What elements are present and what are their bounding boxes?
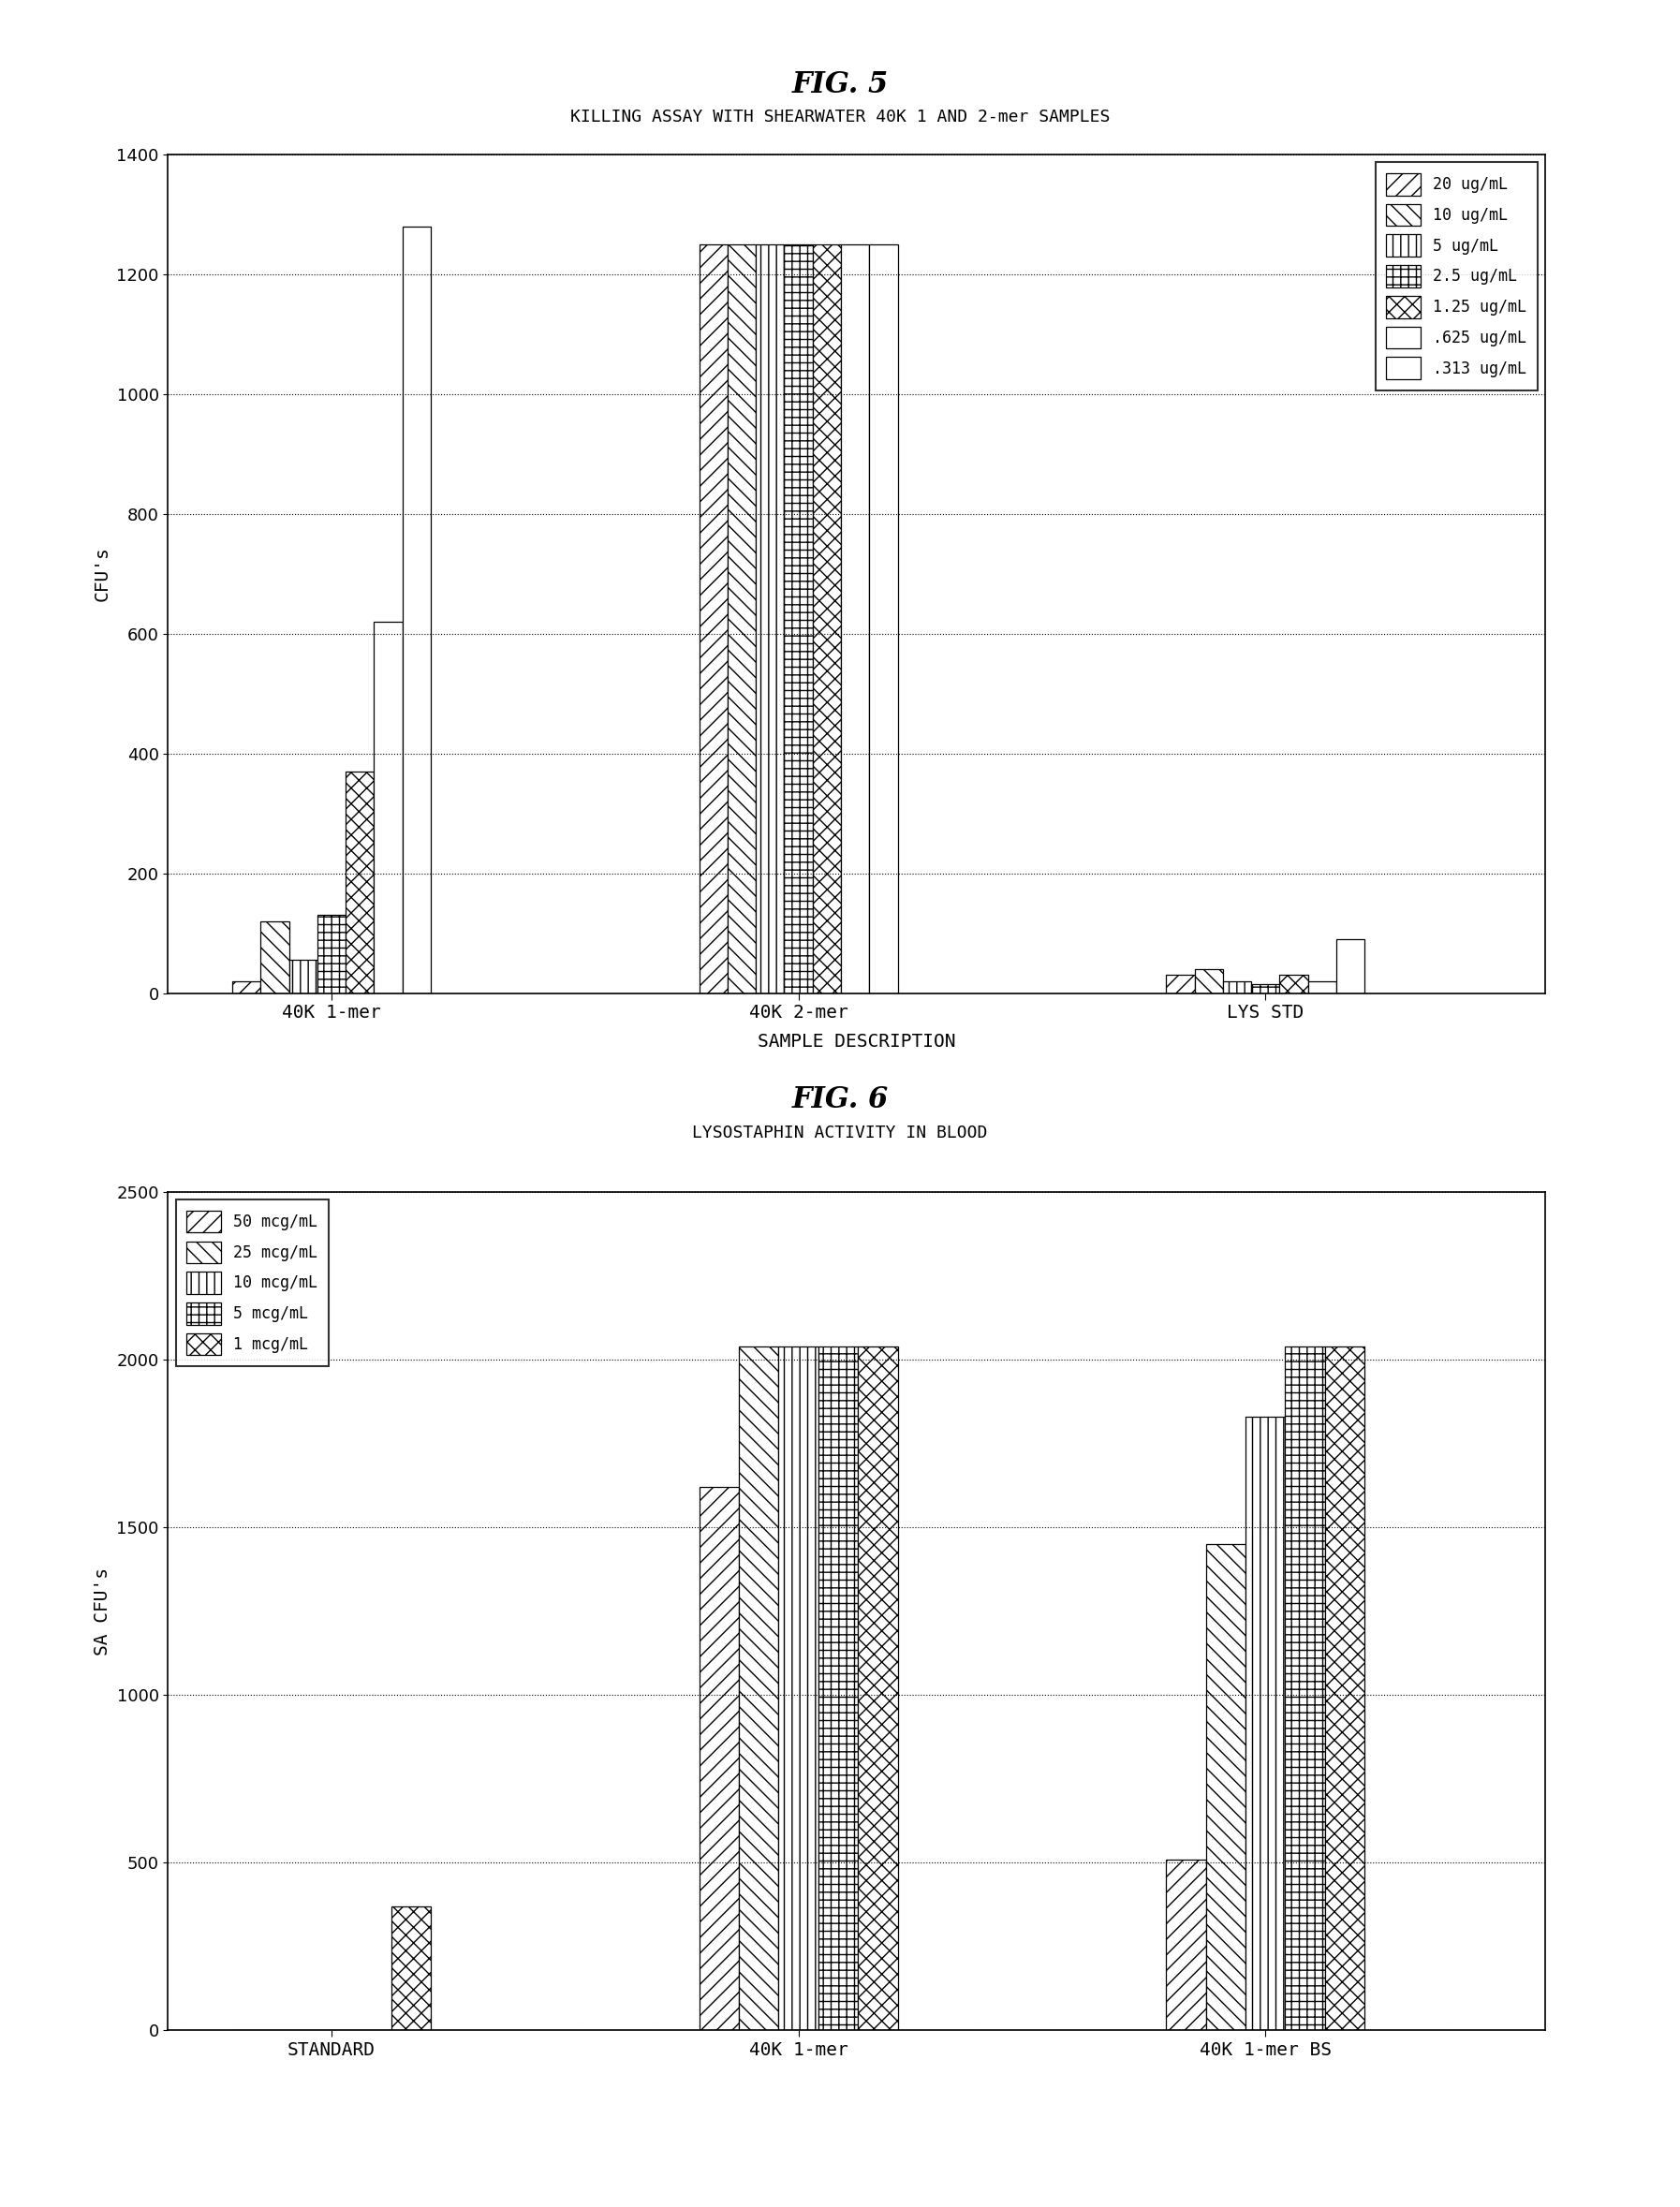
Bar	[1223, 982, 1252, 993]
Bar	[318, 916, 346, 993]
X-axis label: SAMPLE DESCRIPTION: SAMPLE DESCRIPTION	[758, 1033, 956, 1051]
Bar	[1252, 984, 1280, 993]
Legend: 50 mcg/mL, 25 mcg/mL, 10 mcg/mL, 5 mcg/mL, 1 mcg/mL: 50 mcg/mL, 25 mcg/mL, 10 mcg/mL, 5 mcg/m…	[176, 1201, 329, 1366]
Bar	[785, 245, 813, 993]
Bar	[778, 1346, 818, 2030]
Bar	[232, 982, 260, 993]
Bar	[1166, 1858, 1206, 2030]
Bar	[1166, 975, 1194, 993]
Bar	[842, 245, 869, 993]
Bar	[1206, 1545, 1245, 2030]
Text: FIG. 5: FIG. 5	[791, 71, 889, 99]
Bar	[869, 245, 897, 993]
Bar	[375, 622, 402, 993]
Bar	[1326, 1346, 1364, 2030]
Bar	[756, 245, 785, 993]
Bar	[1194, 969, 1223, 993]
Bar	[346, 772, 375, 993]
Bar	[1309, 982, 1336, 993]
Bar	[858, 1346, 897, 2030]
Bar	[699, 245, 727, 993]
Y-axis label: SA CFU's: SA CFU's	[94, 1567, 111, 1655]
Bar	[813, 245, 842, 993]
Bar	[1285, 1346, 1326, 2030]
Bar	[391, 1907, 430, 2030]
Bar	[1245, 1417, 1285, 2030]
Bar	[289, 960, 318, 993]
Bar	[1280, 975, 1309, 993]
Bar	[1336, 940, 1364, 993]
Y-axis label: CFU's: CFU's	[94, 547, 111, 600]
Bar	[260, 920, 289, 993]
Text: KILLING ASSAY WITH SHEARWATER 40K 1 AND 2-mer SAMPLES: KILLING ASSAY WITH SHEARWATER 40K 1 AND …	[570, 108, 1110, 126]
Legend: 20 ug/mL, 10 ug/mL, 5 ug/mL, 2.5 ug/mL, 1.25 ug/mL, .625 ug/mL, .313 ug/mL: 20 ug/mL, 10 ug/mL, 5 ug/mL, 2.5 ug/mL, …	[1376, 163, 1537, 391]
Bar	[727, 245, 756, 993]
Bar	[699, 1488, 739, 2030]
Bar	[739, 1346, 778, 2030]
Bar	[818, 1346, 858, 2030]
Text: LYSOSTAPHIN ACTIVITY IN BLOOD: LYSOSTAPHIN ACTIVITY IN BLOOD	[692, 1123, 988, 1141]
Text: FIG. 6: FIG. 6	[791, 1086, 889, 1115]
Bar	[402, 227, 430, 993]
